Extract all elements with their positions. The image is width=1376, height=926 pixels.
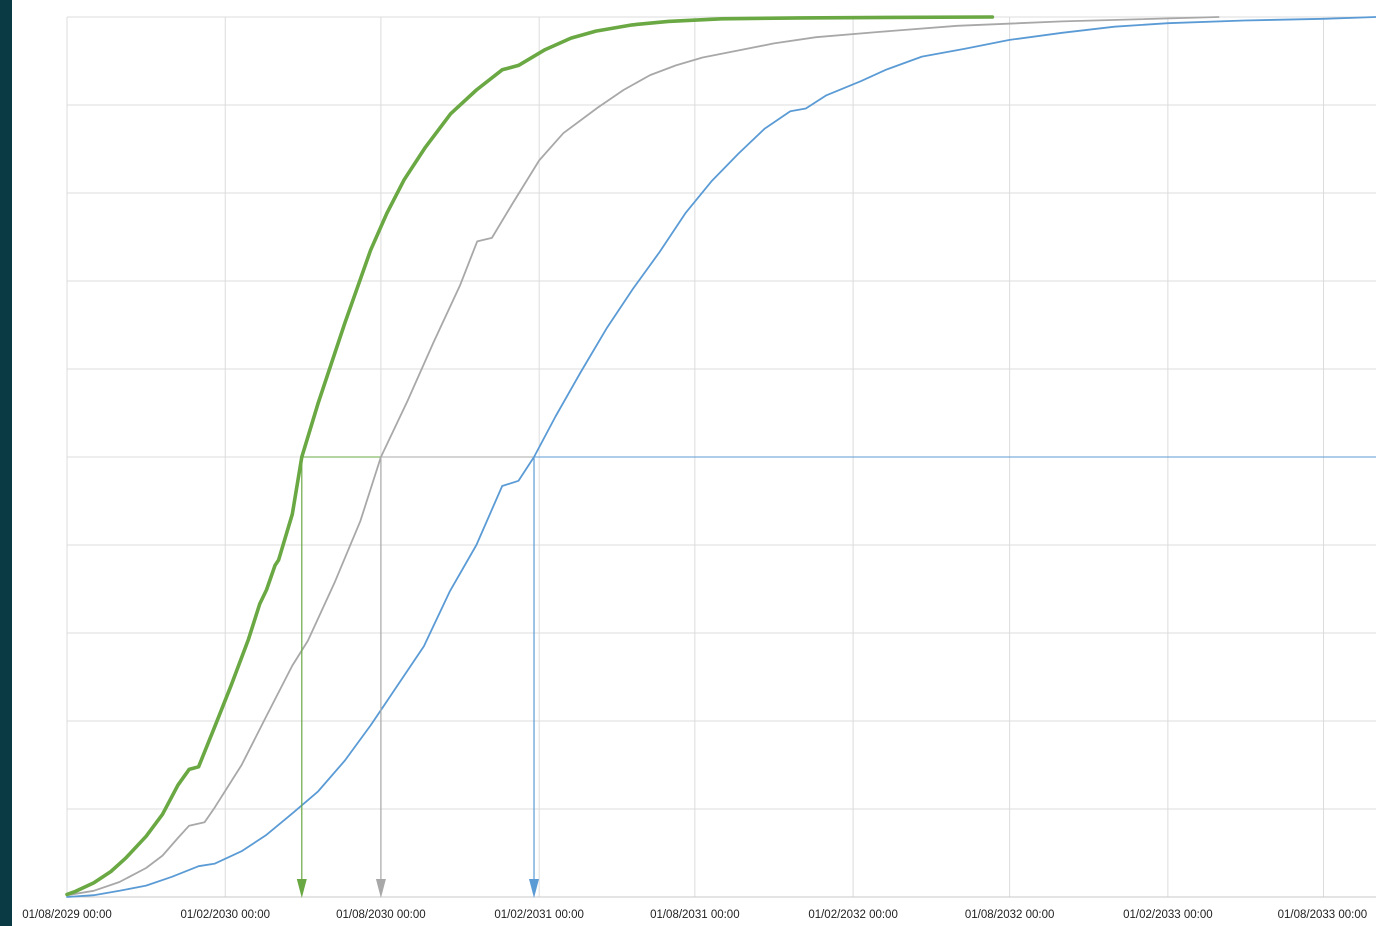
series-line	[66, 16, 1220, 897]
x-tick-label: 01/08/2033 00:00	[1278, 909, 1368, 921]
series-line	[66, 16, 1376, 898]
x-tick-label: 01/02/2032 00:00	[808, 909, 898, 921]
chart-frame: 01/08/2029 00:00 01/02/2030 00:00 01/08/20…	[12, 0, 1376, 926]
x-tick-label: 01/08/2030 00:00	[336, 909, 426, 921]
x-tick-label: 01/08/2031 00:00	[650, 909, 740, 921]
marker-arrow-head	[529, 879, 540, 898]
marker-arrow-head	[296, 879, 307, 898]
x-axis-ticks: 01/08/2029 00:00 01/02/2030 00:00 01/08/20…	[22, 909, 1367, 921]
x-tick-label: 01/02/2033 00:00	[1123, 909, 1213, 921]
series-line	[65, 15, 995, 897]
marker-arrow-head	[375, 879, 386, 898]
x-tick-label: 01/08/2032 00:00	[965, 909, 1055, 921]
marker-arrows	[296, 457, 540, 898]
x-tick-label: 01/02/2031 00:00	[494, 909, 584, 921]
cumulative-line-chart: 01/08/2029 00:00 01/02/2030 00:00 01/08/20…	[22, 15, 1376, 921]
x-tick-label: 01/08/2029 00:00	[22, 909, 112, 921]
x-tick-label: 01/02/2030 00:00	[180, 909, 270, 921]
